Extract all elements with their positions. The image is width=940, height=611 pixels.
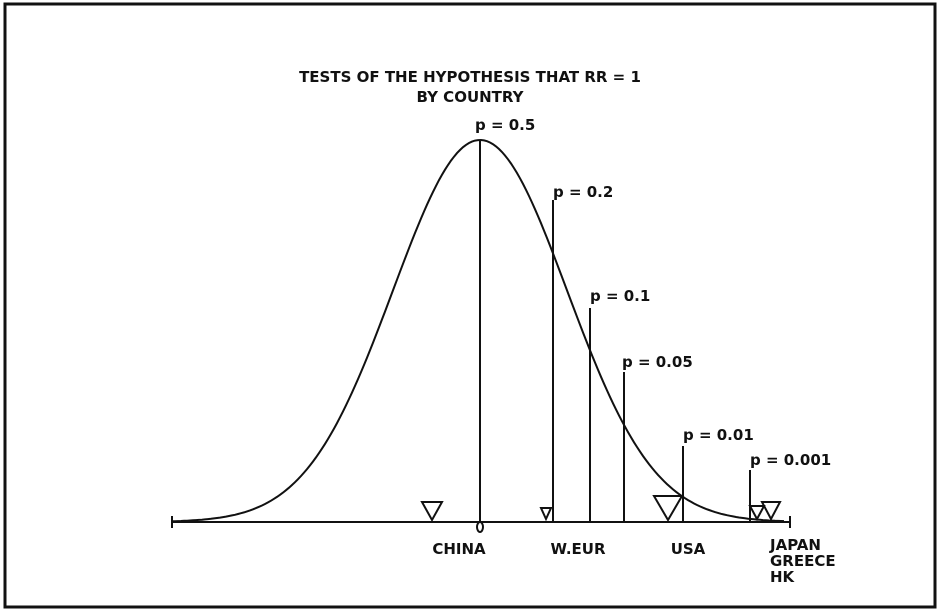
p-label: p = 0.5	[475, 116, 535, 134]
origin-mark	[476, 521, 484, 533]
country-label: W.EUR	[551, 540, 606, 558]
p-label: p = 0.001	[750, 451, 831, 469]
subtitle: BY COUNTRY	[416, 88, 524, 106]
p-label: p = 0.1	[590, 287, 650, 305]
country-marker	[748, 505, 766, 522]
country-label: GREECE	[770, 552, 836, 570]
country-marker	[420, 501, 444, 523]
country-label: USA	[671, 540, 706, 558]
country-label: JAPAN	[769, 536, 821, 554]
country-label: CHINA	[432, 540, 486, 558]
p-label: p = 0.05	[622, 353, 693, 371]
p-label: p = 0.01	[683, 426, 754, 444]
p-label: p = 0.2	[553, 183, 613, 201]
country-label: HK	[770, 568, 796, 586]
country-marker	[652, 495, 684, 522]
frame	[3, 2, 937, 609]
normal-curve	[171, 138, 785, 523]
country-marker	[760, 501, 782, 522]
title: TESTS OF THE HYPOTHESIS THAT RR = 1	[299, 68, 641, 86]
country-marker	[539, 507, 553, 522]
